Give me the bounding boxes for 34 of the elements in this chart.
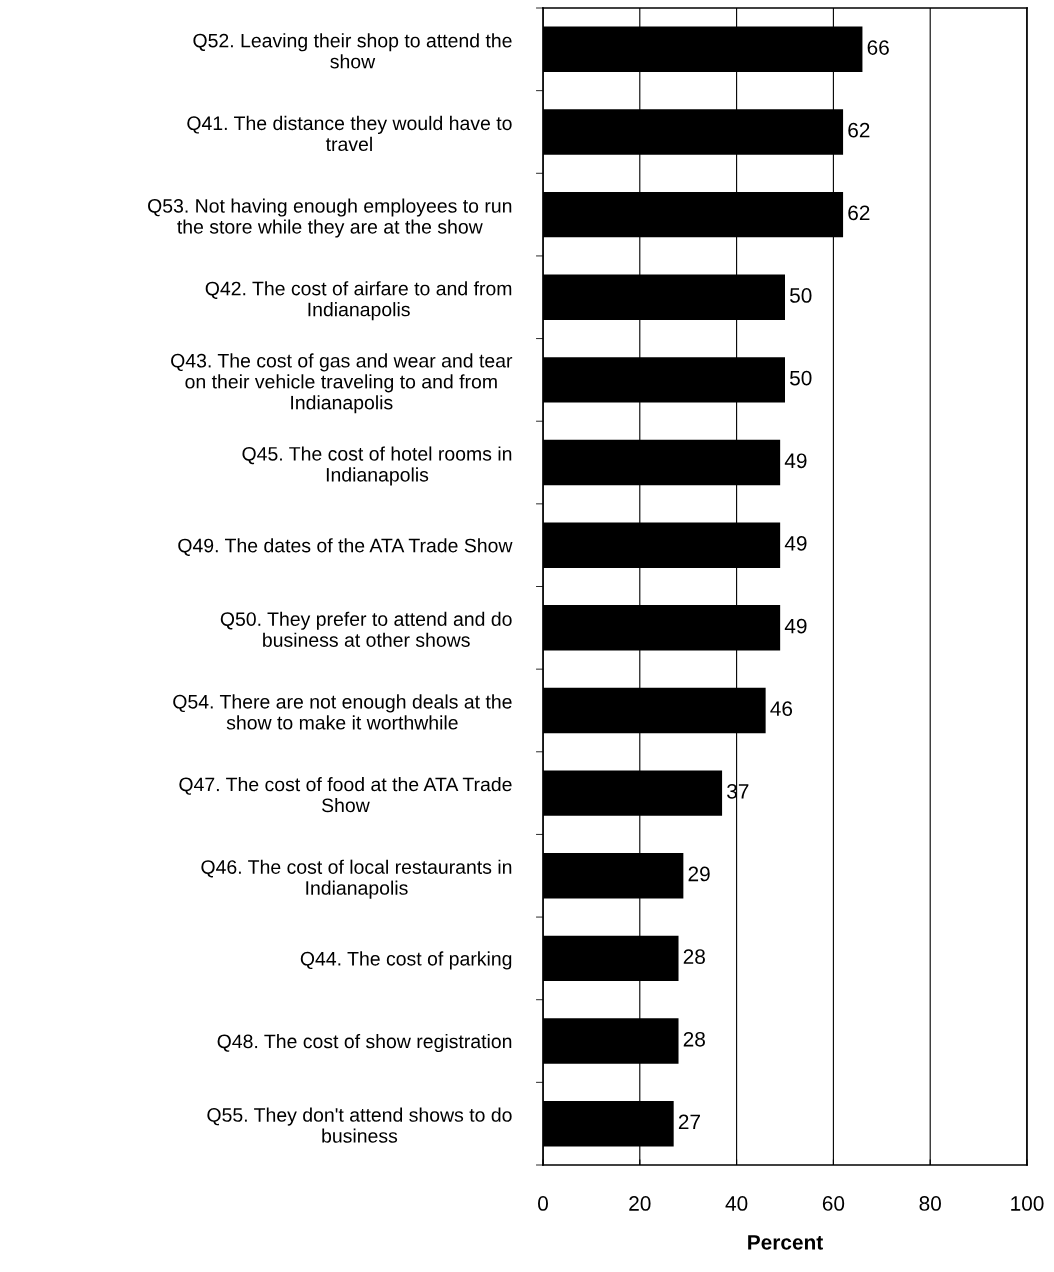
- data-label: 49: [784, 618, 807, 634]
- x-tick-label: 60: [822, 1196, 845, 1211]
- data-label: 46: [770, 701, 793, 717]
- data-label: 27: [678, 1114, 700, 1130]
- data-label: 28: [683, 949, 705, 964]
- y-tick-label: Q52. Leaving their shop to attend the show: [193, 33, 512, 69]
- data-label: 29: [688, 866, 710, 882]
- y-tick-label: Q44. The cost of parking: [300, 951, 512, 970]
- x-tick-label: 40: [725, 1196, 748, 1211]
- data-label: 28: [683, 1031, 705, 1047]
- y-tick-label: Q50. They prefer to attend and do business at other shows: [220, 611, 512, 647]
- y-tick-label: Q43. The cost of gas and wear and tear on their vehicle traveling to and from Indianapolis: [171, 353, 513, 414]
- y-tick-label: Q53. Not having enough employees to run the store while they are at the show: [148, 198, 512, 238]
- y-tick-label: Q48. The cost of show registration: [217, 1033, 512, 1053]
- y-tick-label: Q41. The distance they would have to travel: [187, 115, 512, 152]
- data-label: 49: [784, 536, 807, 551]
- x-tick-label: 20: [629, 1196, 651, 1211]
- y-tick-label: Q46. The cost of local restaurants in Indianapolis: [201, 859, 512, 899]
- data-label: 49: [784, 453, 807, 469]
- y-tick-label: Q55. They don't attend shows to do business: [207, 1107, 512, 1143]
- y-tick-label: Q47. The cost of food at the ATA Trade Show: [179, 777, 512, 813]
- data-label: 66: [867, 40, 889, 55]
- y-tick-label: Q42. The cost of airfare to and from Indianapolis: [205, 281, 512, 321]
- y-tick-label: Q49. The dates of the ATA Trade Show: [178, 538, 513, 556]
- data-label: 50: [790, 370, 812, 386]
- data-label: 50: [790, 288, 812, 303]
- x-axis-title: Percent: [748, 1235, 823, 1250]
- data-label: 62: [848, 205, 870, 221]
- x-tick-label: 100: [1011, 1196, 1044, 1211]
- x-tick-label: 0: [538, 1196, 548, 1211]
- y-tick-label: Q45. The cost of hotel rooms in Indianapolis: [242, 446, 512, 486]
- x-tick-label: 80: [919, 1196, 941, 1211]
- data-label: 62: [848, 122, 870, 138]
- y-tick-label: Q54. There are not enough deals at the show to make it worthwhile: [173, 694, 512, 730]
